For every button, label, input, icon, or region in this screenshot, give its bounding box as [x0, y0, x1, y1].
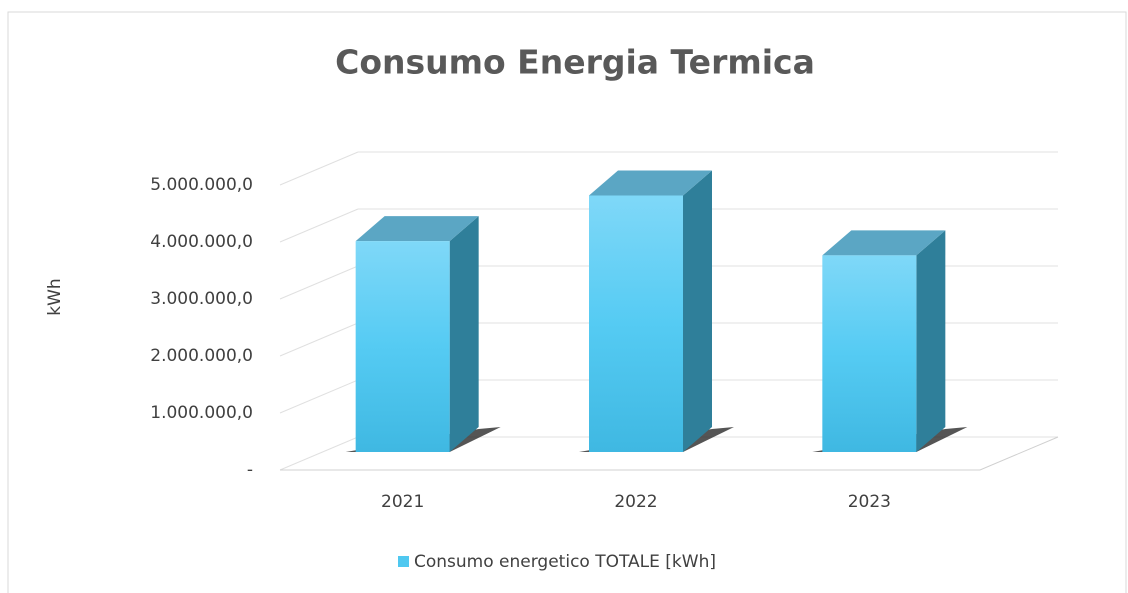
y-tick-label: 3.000.000,0 — [150, 289, 253, 309]
legend-label: Consumo energetico TOTALE [kWh] — [414, 552, 716, 572]
grid-line-side — [279, 436, 359, 471]
y-tick-label: - — [247, 460, 253, 480]
bar-side — [683, 170, 712, 452]
grid-line-side — [279, 265, 359, 300]
y-axis-label: kWh — [45, 278, 65, 315]
grid-line-side — [279, 151, 359, 186]
bar — [822, 255, 917, 452]
x-tick-label: 2022 — [614, 492, 657, 512]
legend-swatch — [398, 556, 409, 567]
grid-line-side — [279, 379, 359, 414]
bar-side — [916, 230, 946, 452]
y-tick-label: 2.000.000,0 — [150, 346, 253, 366]
chart-title: Consumo Energia Termica — [335, 43, 815, 82]
floor-edge — [280, 436, 1059, 471]
bar-side — [449, 216, 479, 452]
y-tick-label: 5.000.000,0 — [150, 175, 253, 195]
grid-line-side — [279, 322, 359, 357]
x-tick-label: 2021 — [381, 492, 424, 512]
grid-line-side — [279, 208, 359, 243]
bar-top — [589, 170, 712, 196]
y-tick-label: 1.000.000,0 — [150, 403, 253, 423]
y-tick-label: 4.000.000,0 — [150, 232, 253, 252]
bar — [589, 195, 683, 452]
bar — [355, 241, 450, 452]
bar-top — [355, 216, 479, 242]
x-tick-label: 2023 — [848, 492, 891, 512]
bar-top — [822, 230, 946, 256]
